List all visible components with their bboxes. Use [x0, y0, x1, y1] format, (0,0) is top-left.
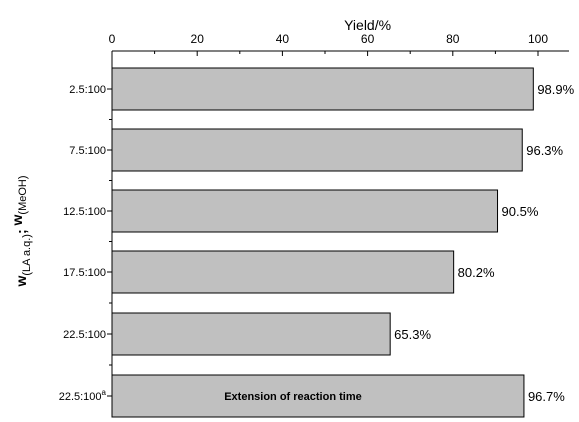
y-axis-title-part: w	[13, 276, 29, 288]
category-label: 2.5:100	[69, 84, 106, 96]
value-label: 96.7%	[528, 389, 565, 404]
bar-annotation: Extension of reaction time	[224, 391, 362, 403]
x-tick-label: 20	[191, 32, 205, 46]
x-tick-label: 40	[276, 32, 290, 46]
bar	[111, 374, 525, 418]
category-label: 22.5:100	[63, 329, 106, 341]
x-tick-label: 100	[528, 32, 548, 46]
y-axis-title: w(LA a.q.); w(MeOH)	[9, 175, 33, 287]
x-tick-label: 80	[446, 32, 460, 46]
y-axis-title-subscript: (LA a.q.)	[21, 234, 33, 276]
bar	[111, 189, 499, 233]
x-tick-label: 0	[109, 32, 116, 46]
value-label: 98.9%	[537, 82, 574, 97]
y-axis-title-part: w	[9, 214, 25, 226]
x-tick-label: 60	[361, 32, 375, 46]
value-label: 90.5%	[502, 204, 539, 219]
y-axis-title-subscript: (MeOH)	[17, 175, 29, 214]
bar	[111, 312, 391, 356]
category-label: 22.5:100a	[59, 388, 107, 403]
category-superscript: a	[102, 388, 107, 397]
bar	[111, 250, 455, 294]
category-label: 12.5:100	[63, 206, 106, 218]
bar	[111, 128, 523, 172]
category-label: 7.5:100	[69, 145, 106, 157]
x-axis-title: Yield/%	[344, 17, 391, 33]
bar	[111, 67, 534, 111]
chart-bars	[111, 67, 534, 418]
category-label: 17.5:100	[63, 267, 106, 279]
value-label: 80.2%	[458, 265, 495, 280]
value-label: 96.3%	[526, 143, 563, 158]
y-axis-title-part: ;	[13, 225, 29, 234]
value-label: 65.3%	[394, 327, 431, 342]
